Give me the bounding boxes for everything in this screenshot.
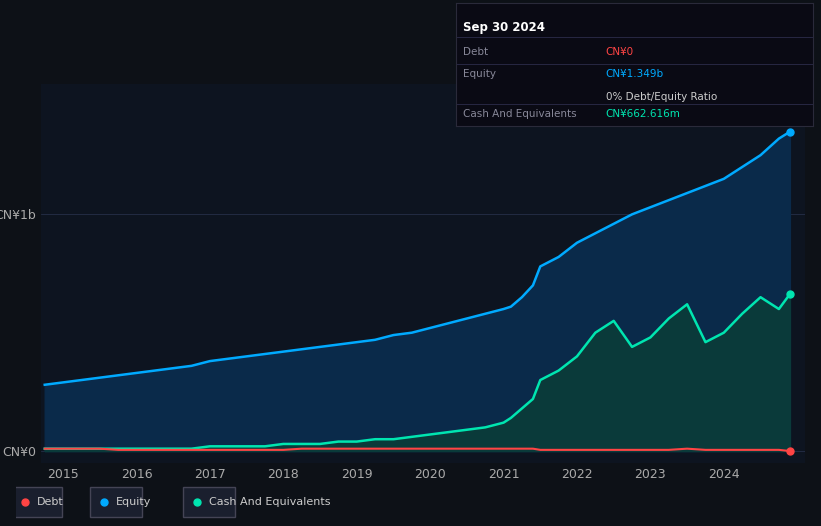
Text: CN¥662.616m: CN¥662.616m: [606, 109, 681, 119]
FancyBboxPatch shape: [90, 487, 142, 518]
Text: Equity: Equity: [116, 497, 151, 508]
Text: Debt: Debt: [37, 497, 63, 508]
Text: Cash And Equivalents: Cash And Equivalents: [463, 109, 576, 119]
FancyBboxPatch shape: [183, 487, 235, 518]
Text: 0% Debt/Equity Ratio: 0% Debt/Equity Ratio: [606, 92, 717, 102]
Text: Debt: Debt: [463, 47, 488, 57]
Text: Cash And Equivalents: Cash And Equivalents: [209, 497, 330, 508]
Text: Sep 30 2024: Sep 30 2024: [463, 21, 545, 34]
Text: CN¥1.349b: CN¥1.349b: [606, 69, 663, 79]
FancyBboxPatch shape: [11, 487, 62, 518]
Text: CN¥0: CN¥0: [606, 47, 634, 57]
Text: Equity: Equity: [463, 69, 496, 79]
